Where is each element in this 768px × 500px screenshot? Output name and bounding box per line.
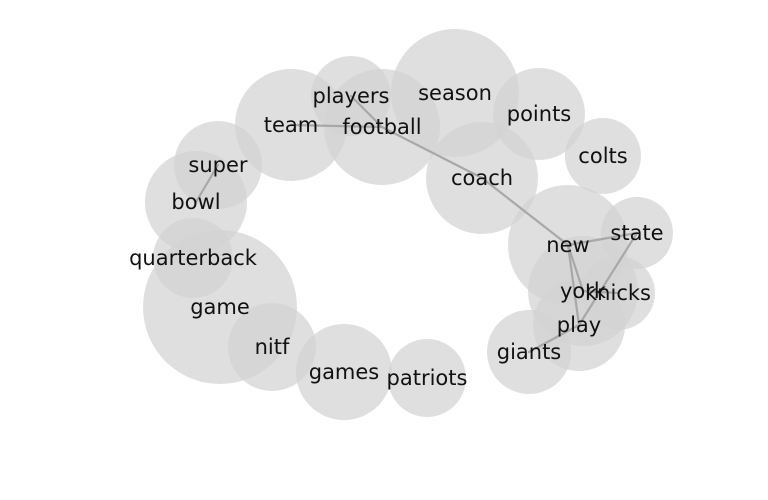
node-label-nitf: nitf: [255, 335, 290, 359]
node-label-new: new: [546, 233, 589, 257]
node-label-york: york: [560, 279, 607, 303]
edge-coach-new: [480, 176, 570, 247]
node-label-bowl: bowl: [171, 190, 220, 214]
node-label-players: players: [313, 84, 390, 108]
edge-play-giants: [527, 323, 581, 354]
edge-football-coach: [380, 125, 484, 180]
node-label-knicks: knicks: [585, 281, 651, 305]
node-label-coach: coach: [451, 166, 513, 190]
node-label-game: game: [190, 295, 250, 319]
node-circle-patriots: [388, 339, 466, 417]
edge-team-football: [289, 123, 384, 129]
node-label-season: season: [418, 81, 492, 105]
edge-players-football: [349, 94, 384, 129]
node-label-giants: giants: [497, 340, 562, 364]
node-label-colts: colts: [578, 144, 627, 168]
edge-super-bowl: [194, 163, 220, 204]
node-label-patriots: patriots: [387, 366, 468, 390]
node-label-quarterback: quarterback: [129, 246, 258, 270]
edge-new-state: [566, 231, 639, 247]
node-circles: [143, 29, 673, 420]
node-label-games: games: [309, 360, 380, 384]
node-circle-nitf: [228, 303, 316, 391]
edge-new-york: [566, 243, 585, 293]
node-label-play: play: [557, 313, 601, 337]
node-label-state: state: [610, 221, 663, 245]
node-label-team: team: [264, 113, 318, 137]
edges: [194, 94, 639, 354]
node-circle-games: [296, 324, 392, 420]
node-label-points: points: [507, 102, 572, 126]
edge-new-play: [566, 243, 581, 327]
node-circle-colts: [565, 118, 641, 194]
edge-state-play: [577, 231, 639, 327]
node-label-super: super: [188, 153, 248, 177]
node-label-football: football: [342, 115, 421, 139]
